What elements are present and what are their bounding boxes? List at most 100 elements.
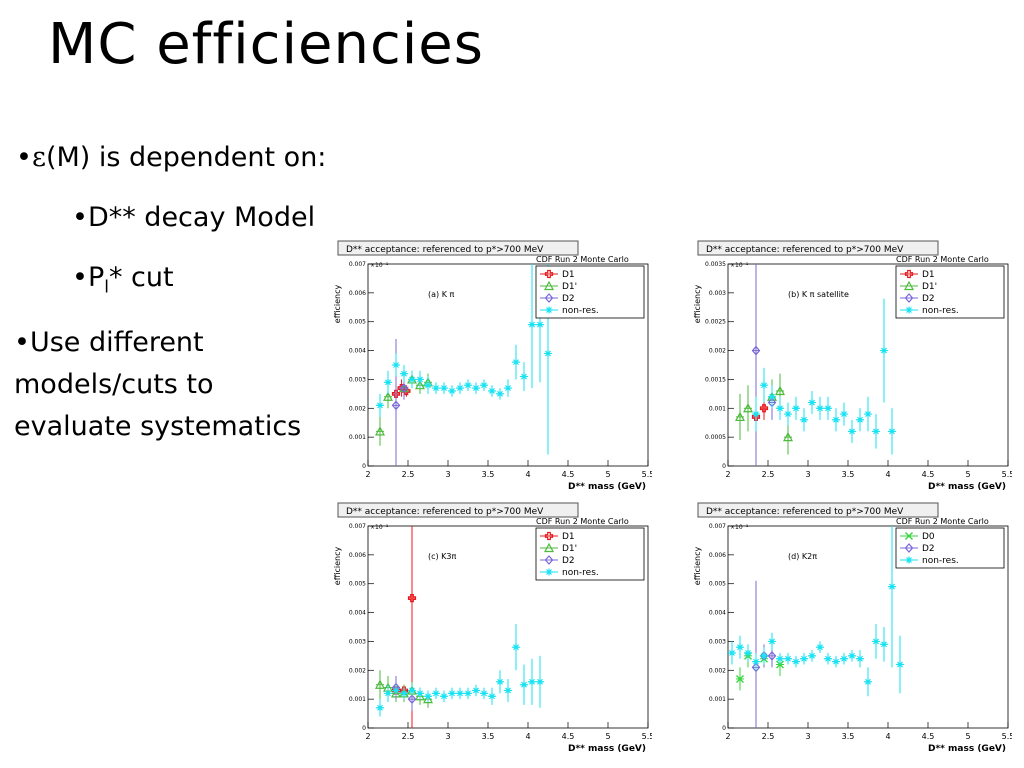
x-tick-label: 2.5 <box>402 470 415 479</box>
chart-c: D** acceptance: referenced to p*>700 MeV… <box>333 502 652 754</box>
bullet-decay-model: •D** decay Model <box>72 198 315 238</box>
point-d2 <box>751 662 761 673</box>
point-non-res <box>760 652 768 660</box>
y-tick-label: 0.0035 <box>705 261 726 268</box>
point-non-res <box>464 381 472 389</box>
point-non-res <box>440 384 448 392</box>
x-tick-label: 4 <box>525 732 530 741</box>
point-d1 <box>375 426 385 436</box>
bullet-text: * cut <box>108 262 174 293</box>
point-non-res <box>776 404 784 412</box>
point-non-res <box>448 387 456 395</box>
point-d1 <box>743 403 753 413</box>
point-non-res <box>768 393 776 401</box>
point-non-res <box>824 404 832 412</box>
legend-marker <box>544 280 554 291</box>
point-d2 <box>399 383 409 393</box>
bullet-systematics: •Use different models/cuts to evaluate s… <box>14 322 301 448</box>
point-d1 <box>775 385 785 396</box>
data-layer <box>375 526 544 728</box>
point-non-res <box>456 689 464 697</box>
legend-marker <box>544 293 554 303</box>
point-non-res <box>832 658 840 666</box>
x-tick-label: 3.5 <box>482 732 495 741</box>
plot-frame <box>727 263 1009 467</box>
legend-marker <box>905 532 913 540</box>
chart-panel-d: D** acceptance: referenced to p*>700 MeV… <box>692 502 1012 758</box>
y-tick-label: 0.004 <box>349 610 366 617</box>
y-tick-label: 0.003 <box>349 638 366 645</box>
y-tick-label: 0.006 <box>349 552 366 559</box>
legend-label: D1 <box>922 270 935 280</box>
point-non-res <box>856 416 864 424</box>
legend-marker <box>904 269 914 279</box>
chart-subtitle: CDF Run 2 Monte Carlo <box>536 517 629 526</box>
y-tick-label: 0.002 <box>349 405 366 412</box>
y-tick-label: 0.005 <box>349 581 366 588</box>
y-tick-label: 0.001 <box>349 434 366 441</box>
legend-marker <box>904 293 914 303</box>
point-non-res <box>488 692 496 700</box>
point-non-res <box>504 384 512 392</box>
point-non-res <box>888 583 896 591</box>
point-non-res <box>480 381 488 389</box>
point-non-res <box>808 399 816 407</box>
point-d1 <box>415 379 425 390</box>
chart-subtitle: CDF Run 2 Monte Carlo <box>896 517 989 526</box>
x-tick-label: 3 <box>805 732 810 741</box>
point-non-res <box>432 689 440 697</box>
legend-box <box>535 265 645 319</box>
y-tick-label: 0.006 <box>709 552 726 559</box>
point-non-res <box>816 404 824 412</box>
point-non-res <box>840 655 848 663</box>
legend-label: non-res. <box>562 306 599 316</box>
y-tick-label: 0.003 <box>349 376 366 383</box>
x-tick-label: 4.5 <box>922 732 935 741</box>
exponent-label: ×10⁻¹ <box>730 262 749 269</box>
x-axis-label: D** mass (GeV) <box>568 744 646 754</box>
point-non-res <box>784 655 792 663</box>
x-axis-label: D** mass (GeV) <box>568 482 646 492</box>
legend-label: D1' <box>562 282 577 292</box>
point-non-res <box>464 689 472 697</box>
x-tick-label: 4.5 <box>562 732 575 741</box>
exponent-label: ×10⁻¹ <box>370 524 389 531</box>
y-tick-label: 0.005 <box>349 319 366 326</box>
legend-label: D2 <box>562 294 575 304</box>
y-tick-label: 0.004 <box>349 348 366 355</box>
x-tick-label: 2 <box>365 470 370 479</box>
x-tick-label: 3 <box>445 732 450 741</box>
point-non-res <box>792 404 800 412</box>
chart-panel-a: D** acceptance: referenced to p*>700 MeV… <box>332 240 652 496</box>
y-tick-label: 0.0025 <box>705 319 726 326</box>
y-tick-label: 0.002 <box>349 667 366 674</box>
bullet-dot: • <box>72 262 88 293</box>
legend-box <box>535 527 645 581</box>
point-non-res <box>752 410 760 418</box>
point-non-res <box>392 686 400 694</box>
legend-label: D0 <box>922 532 935 542</box>
point-non-res <box>736 643 744 651</box>
point-non-res <box>496 390 504 398</box>
bullet-dot: • <box>14 327 30 358</box>
point-d1 <box>383 391 393 401</box>
bullet-subscript: l <box>104 277 109 298</box>
point-non-res <box>424 381 432 389</box>
legend-label: D1' <box>922 282 937 292</box>
x-tick-label: 5 <box>605 470 610 479</box>
y-tick-label: 0.004 <box>709 610 726 617</box>
legend-label: D2 <box>922 294 935 304</box>
chart-title-box <box>337 240 579 256</box>
legend-marker <box>544 555 554 565</box>
y-tick-label: 0.003 <box>709 638 726 645</box>
legend-marker <box>904 543 914 553</box>
x-tick-label: 4.5 <box>922 470 935 479</box>
x-tick-label: 4.5 <box>562 470 575 479</box>
x-tick-label: 4 <box>885 470 890 479</box>
y-tick-label: 0 <box>722 725 726 732</box>
point-non-res <box>792 658 800 666</box>
point-non-res <box>504 686 512 694</box>
y-tick-label: 0.0015 <box>705 376 726 383</box>
y-tick-label: 0.007 <box>349 523 366 530</box>
x-tick-label: 2 <box>365 732 370 741</box>
